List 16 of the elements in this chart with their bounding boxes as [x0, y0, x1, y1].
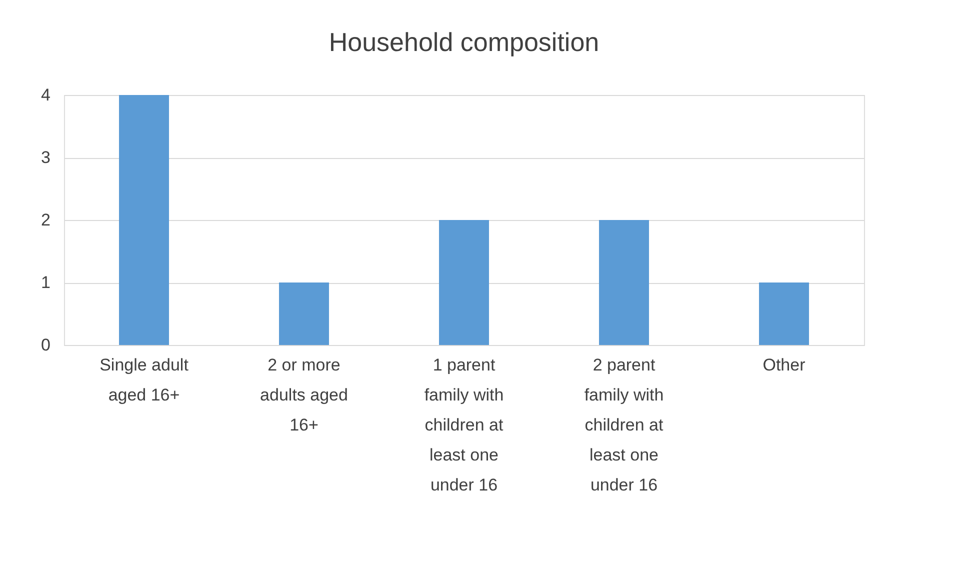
bar [279, 282, 329, 345]
x-tick-label: 1 parent family with children at least one under 16 [424, 356, 504, 494]
x-tick-label: 2 parent family with children at least one under 16 [584, 356, 664, 494]
y-tick-label: 3 [41, 148, 50, 167]
y-tick-label: 4 [41, 86, 50, 104]
x-tick-label: Other [762, 356, 806, 374]
bar [759, 282, 809, 345]
bar [599, 220, 649, 345]
y-tick-label: 1 [41, 273, 50, 292]
y-tick-label: 0 [41, 336, 50, 354]
bar [439, 220, 489, 345]
bar [119, 95, 169, 345]
x-tick-label: Single adult aged 16+ [100, 356, 189, 404]
y-tick-label: 2 [41, 210, 50, 230]
x-tick-label: 2 or more adults aged 16+ [260, 356, 348, 434]
chart-title: Household composition [328, 27, 600, 57]
